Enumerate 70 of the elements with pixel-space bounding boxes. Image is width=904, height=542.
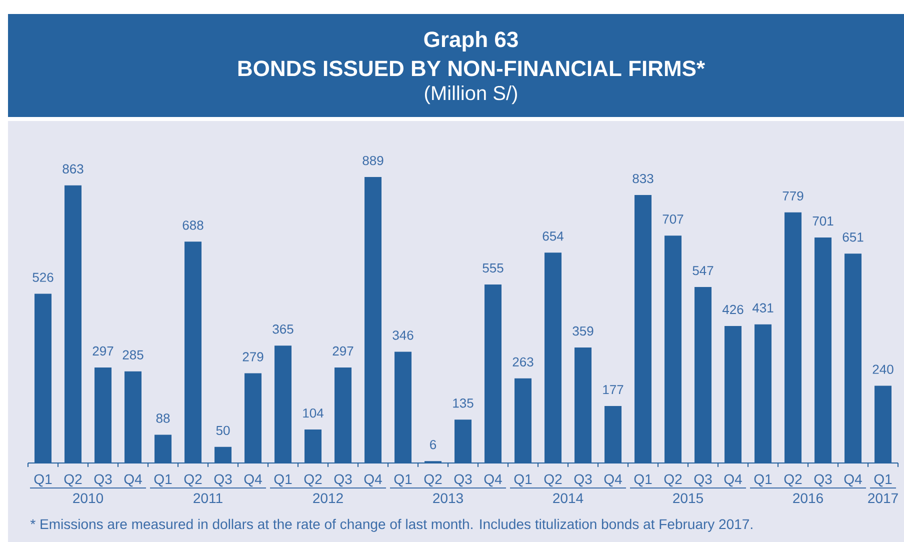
x-tick-label: Q4 [724,474,742,487]
data-label: 701 [812,216,834,226]
x-tick-label: Q4 [604,474,622,487]
chart-title: Graph 63 [424,31,518,52]
x-tick-label: Q1 [274,474,292,487]
x-tick-label: Q4 [844,474,862,487]
data-label: 297 [92,346,114,356]
x-tick-label: Q3 [574,474,592,487]
x-tick-label: Q1 [154,474,172,487]
text: * Emissions are measured in dollars at the rate of change of last month. Includes titulization bonds at February 2017. [30,518,752,532]
x-tick-label: Q1 [634,474,652,487]
x-tick-label: Q2 [64,474,82,487]
x-tick-label: Q2 [544,474,562,487]
data-label: 177 [603,385,624,394]
data-label: 50 [216,426,230,436]
data-label: 426 [722,304,744,314]
x-tick-label: Q3 [814,474,832,487]
text: 2014 [553,493,584,504]
x-tick-label: Q1 [754,474,772,487]
x-tick-label: Q2 [664,474,682,487]
x-tick-label: Q4 [364,474,382,487]
x-tick-label: Q1 [874,474,892,487]
x-tick-label: Q1 [394,474,412,487]
x-tick-label: Q4 [244,474,262,487]
x-tick-label: Q3 [334,474,352,487]
x-tick-label: Q3 [94,474,112,487]
x-tick-label: Q3 [694,474,712,487]
text: 2012 [313,493,343,504]
data-label: 135 [453,398,474,408]
data-label: 297 [332,346,354,356]
data-label: 88 [156,414,170,423]
data-label: 547 [692,266,714,276]
y-axis-title: (Million S/) [425,86,517,104]
data-label: 6 [430,440,436,450]
x-tick-label: Q1 [34,474,52,487]
text: 2013 [433,493,463,504]
data-label: 833 [632,174,654,184]
data-label: 555 [482,264,504,273]
data-label: 365 [272,324,294,334]
data-label: 688 [182,220,204,230]
x-tick-label: Q4 [484,474,502,487]
text: 2016 [793,493,823,504]
data-label: 279 [242,352,264,362]
text: 2015 [673,493,703,504]
text: 2017 [868,493,898,504]
x-tick-label: Q3 [454,474,472,487]
data-label: 104 [303,408,324,418]
text: 2010 [73,493,104,504]
x-tick-label: Q2 [184,474,202,487]
data-label: 779 [782,191,804,201]
data-label: 285 [122,350,144,360]
data-label: 359 [572,326,594,336]
x-tick-label: Q1 [514,474,532,487]
data-label: 240 [872,364,894,374]
data-label: 863 [62,164,84,174]
x-tick-label: Q4 [124,474,142,487]
data-label: 526 [32,272,54,282]
data-label: 263 [512,357,534,367]
text: 2011 [194,493,222,504]
data-label: 889 [362,156,384,166]
chart-subtitle: BONDS ISSUED BY NON-FINANCIAL FIRMS* [238,60,706,76]
x-tick-label: Q2 [784,474,802,487]
data-label: 431 [752,303,774,312]
x-tick-label: Q2 [424,474,442,487]
data-label: 651 [842,232,864,242]
data-label: 654 [542,232,564,241]
x-tick-label: Q2 [304,474,322,487]
x-tick-label: Q3 [214,474,232,487]
data-label: 707 [662,214,684,224]
data-label: 346 [392,330,414,340]
